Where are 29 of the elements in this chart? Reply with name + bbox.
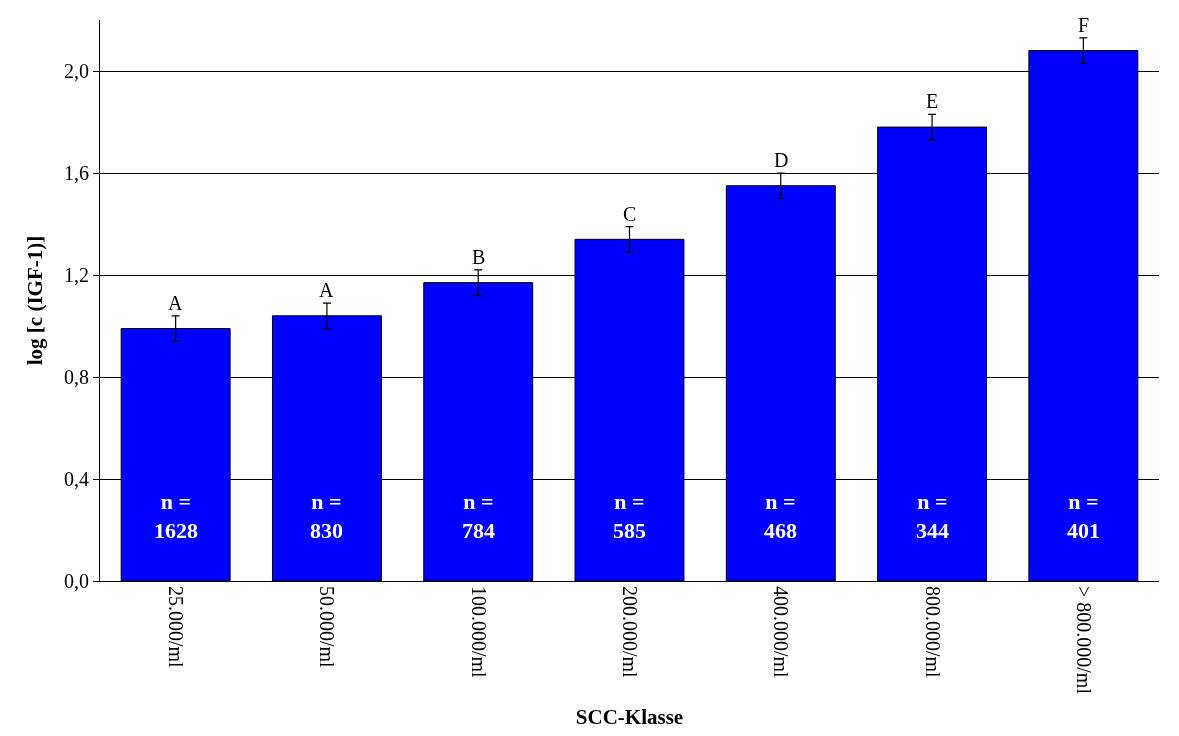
annotation: n = 401 [1067, 489, 1100, 543]
annotation: A [168, 292, 183, 314]
x-tick-label: 100.000/ml [467, 586, 490, 679]
x-tick-label: 200.000/ml [619, 586, 641, 679]
y-tick-label: 2,0 [64, 60, 89, 82]
annotation: E [926, 90, 939, 112]
y-tick-label: 0,8 [64, 366, 89, 388]
x-tick-label: 25.000/ml [165, 586, 188, 669]
annotation: n = 1628 [154, 489, 198, 543]
annotation: n = 830 [310, 489, 343, 543]
x-axis-title: SCC-Klasse [575, 704, 684, 729]
annotation: n = 468 [764, 489, 797, 543]
annotation: C [623, 203, 637, 225]
x-tick-label: 50.000/ml [316, 586, 339, 669]
x-tick-label: 400.000/ml [770, 586, 793, 679]
y-axis-title: log [c (IGF-1)] [23, 235, 48, 366]
annotation: n = 585 [613, 489, 646, 543]
annotation: n = 784 [462, 489, 495, 543]
x-tick-label: > 800.000/ml [1072, 586, 1095, 695]
y-tick-label: 0,0 [64, 570, 89, 592]
y-tick-label: 1,6 [64, 162, 89, 184]
y-tick-label: 1,2 [64, 264, 89, 286]
annotation: D [774, 149, 789, 171]
annotation: A [319, 279, 334, 301]
annotation: n = 344 [916, 489, 949, 543]
x-tick-label: 800.000/ml [921, 586, 944, 679]
annotation: F [1078, 14, 1090, 36]
annotation: B [472, 246, 486, 268]
y-tick-label: 0,4 [64, 468, 89, 490]
